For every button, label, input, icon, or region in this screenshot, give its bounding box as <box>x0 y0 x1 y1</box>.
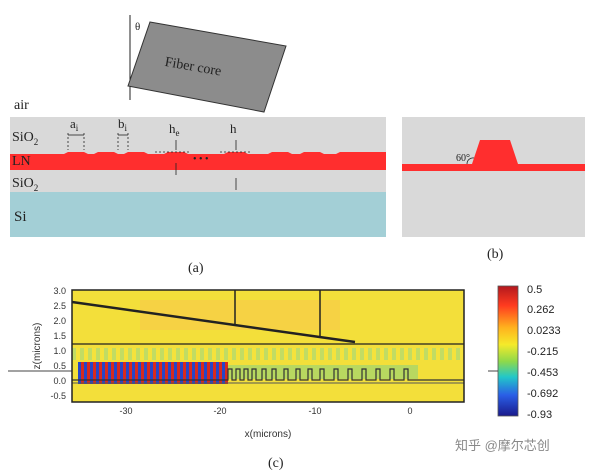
x-axis-label: x(microns) <box>245 429 292 440</box>
y-tick: 0.5 <box>53 361 66 371</box>
field-waveguide-mode <box>78 362 228 384</box>
watermark: 知乎 @摩尔芯创 <box>455 438 550 453</box>
x-axis-ticks: -30 -20 -10 0 <box>119 406 412 416</box>
colorbar-tick: -0.692 <box>527 388 558 400</box>
si-label: Si <box>14 209 27 225</box>
he-label: he <box>169 121 180 138</box>
b-sio2 <box>402 117 585 237</box>
dimension-marks <box>67 133 252 190</box>
fiber-outline-lower <box>71 300 356 344</box>
colorbar-tick: -0.93 <box>527 409 552 421</box>
y-tick: -0.5 <box>50 391 66 401</box>
angle-label: 60° <box>456 153 470 164</box>
panel-b: 60° (b) <box>402 117 585 262</box>
y-tick: 1.5 <box>53 331 66 341</box>
colorbar-tick: 0.262 <box>527 304 555 316</box>
colorbar-tick: -0.453 <box>527 367 558 379</box>
h-label: h <box>230 121 237 136</box>
sio2-bottom-layer <box>10 170 386 192</box>
air-label: air <box>14 98 29 113</box>
b-ridge <box>472 140 518 164</box>
y-tick: 0.0 <box>53 376 66 386</box>
si-substrate <box>10 192 386 237</box>
y-tick: 2.5 <box>53 301 66 311</box>
x-tick: -20 <box>213 406 226 416</box>
y-tick: 1.0 <box>53 346 66 356</box>
theta-label: θ <box>135 21 140 33</box>
caption-a: (a) <box>188 261 204 276</box>
y-axis-ticks: 3.0 2.5 2.0 1.5 1.0 0.5 0.0 -0.5 <box>50 286 66 401</box>
colorbar <box>497 285 519 417</box>
caption-c: (c) <box>268 456 284 471</box>
field-fringes <box>72 348 464 360</box>
ellipsis-dots: • • • <box>193 154 209 165</box>
panel-a: θ Fiber core air SiO2 LN SiO2 Si a <box>10 15 386 276</box>
sio2-top-label: SiO2 <box>12 130 38 147</box>
fiber-core-shape <box>127 21 287 113</box>
ln-slab <box>10 163 386 170</box>
b-ln-slab <box>402 164 585 171</box>
x-tick: -30 <box>119 406 132 416</box>
ln-label: LN <box>12 154 31 169</box>
y-axis-label: z(microns) <box>32 323 43 370</box>
a-label: ai <box>70 116 79 133</box>
colorbar-tick: -0.215 <box>527 346 558 358</box>
x-tick: -10 <box>308 406 321 416</box>
y-tick: 3.0 <box>53 286 66 296</box>
colorbar-ticks: 0.5 0.262 0.0233 -0.215 -0.453 -0.692 -0… <box>527 284 561 421</box>
sio2-bottom-label: SiO2 <box>12 176 38 193</box>
plot-frame <box>71 289 465 403</box>
colorbar-tick: 0.5 <box>527 284 542 296</box>
colorbar-tick: 0.0233 <box>527 325 561 337</box>
x-tick: 0 <box>407 406 412 416</box>
b-label: bi <box>118 116 128 133</box>
caption-b: (b) <box>487 247 504 262</box>
y-tick: 2.0 <box>53 316 66 326</box>
b-angle-arc <box>466 157 475 165</box>
panel-c: 3.0 2.5 2.0 1.5 1.0 0.5 0.0 -0.5 z(micro… <box>8 284 561 471</box>
grating-outline <box>72 368 464 381</box>
